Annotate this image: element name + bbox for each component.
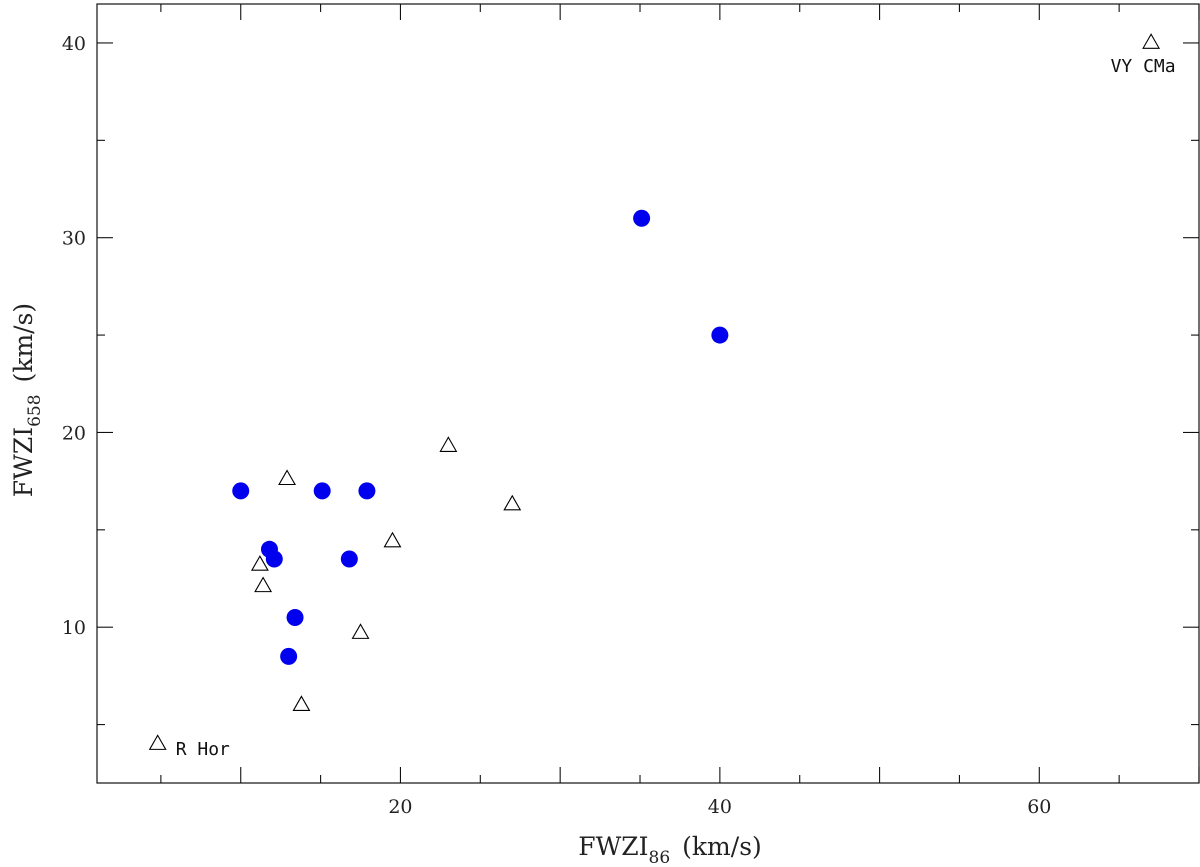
data-point-triangle <box>439 436 458 452</box>
data-point-circle <box>232 482 250 500</box>
data-point-triangle <box>254 576 273 593</box>
y-axis-label: FWZI658 (km/s) <box>9 303 45 497</box>
y-tick-label: 30 <box>62 228 86 250</box>
tick-labels: 20 40 60 10 20 30 40 <box>62 33 1052 818</box>
y-axis-label-main: FWZI <box>9 427 38 497</box>
annotation-label: R Hor <box>176 739 230 760</box>
y-axis-label-sub: 658 <box>25 394 45 426</box>
data-point-circle <box>265 550 283 568</box>
x-axis-label-unit: (km/s) <box>682 832 762 861</box>
data-point-circle <box>633 209 651 227</box>
data-point-triangle <box>383 531 402 548</box>
y-tick-label: 20 <box>62 422 86 444</box>
data-point-circle <box>313 482 331 500</box>
data-point-circle <box>286 608 304 626</box>
y-tick-label: 10 <box>62 617 86 639</box>
data-point-triangle <box>292 695 311 711</box>
data-point-triangle <box>351 623 370 639</box>
data-point-circle <box>358 482 376 500</box>
plot-frame <box>96 3 1200 784</box>
data-point-circle <box>711 326 729 344</box>
data-point-triangle <box>503 494 522 511</box>
x-tick-label: 60 <box>1027 796 1051 818</box>
axis-ticks <box>97 4 1200 783</box>
y-axis-label-unit: (km/s) <box>9 303 38 383</box>
data-point-circle <box>340 550 358 568</box>
annotations: R Hor VY CMa <box>176 56 1176 760</box>
data-points <box>148 33 1161 750</box>
x-axis-label-main: FWZI <box>578 832 648 861</box>
data-point-triangle <box>278 469 297 486</box>
annotation-label: VY CMa <box>1111 56 1176 77</box>
data-point-circle <box>280 647 298 665</box>
x-tick-label: 40 <box>708 796 732 818</box>
data-point-triangle <box>1142 33 1161 49</box>
data-point-triangle <box>250 555 269 571</box>
y-tick-label: 40 <box>62 33 86 55</box>
x-axis-label-sub: 86 <box>649 848 671 867</box>
data-point-triangle <box>148 734 167 750</box>
x-tick-label: 20 <box>388 796 412 818</box>
x-axis-label: FWZI86 (km/s) <box>578 832 762 867</box>
